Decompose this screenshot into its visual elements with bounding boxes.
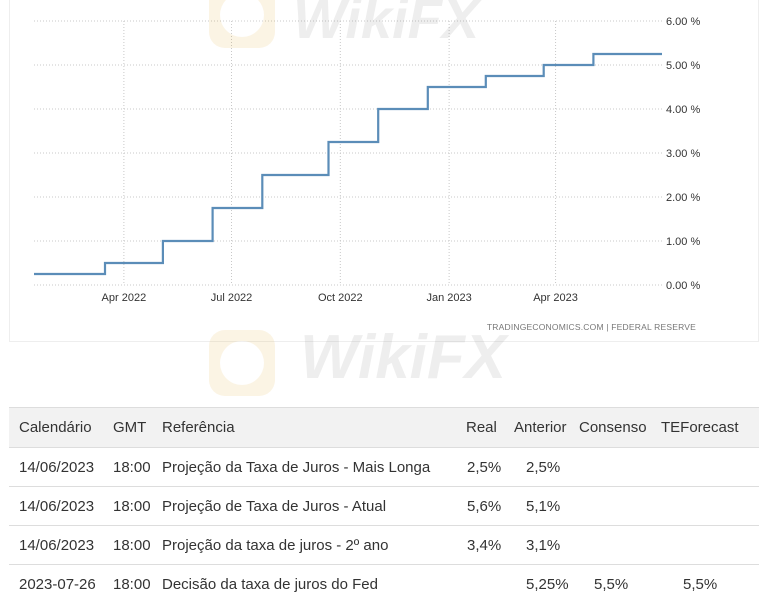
cell-date: 14/06/2023 [9, 447, 104, 487]
cell-date: 14/06/2023 [9, 525, 104, 565]
cell-time: 18:00 [104, 447, 157, 487]
cell-consensus [577, 486, 661, 526]
x-tick-label: Jan 2023 [426, 292, 471, 304]
x-tick-label: Oct 2022 [318, 292, 363, 304]
x-tick-label: Jul 2022 [211, 292, 253, 304]
cell-actual [459, 564, 509, 603]
x-tick-label: Apr 2023 [533, 292, 578, 304]
y-tick-label: 4.00 % [666, 104, 700, 116]
column-header-reference[interactable]: Referência [157, 407, 459, 448]
cell-actual: 3,4% [459, 525, 509, 565]
cell-previous: 2,5% [509, 447, 577, 487]
column-header-teforecast[interactable]: TEForecast [661, 407, 759, 448]
table-row: 14/06/2023 18:00 Projeção de Taxa de Jur… [9, 486, 759, 526]
cell-time: 18:00 [104, 564, 157, 603]
x-tick-label: Apr 2022 [102, 292, 147, 304]
interest-rate-chart: 6.00 % 5.00 % 4.00 % 3.00 % 2.00 % 1.00 % 0.00… [34, 16, 700, 332]
table-row: 2023-07-26 18:00 Decisão da taxa de juro… [9, 564, 759, 603]
cell-time: 18:00 [104, 525, 157, 565]
cell-date: 14/06/2023 [9, 486, 104, 526]
cell-reference[interactable]: Projeção da taxa de juros - 2º ano [157, 525, 459, 565]
cell-actual: 2,5% [459, 447, 509, 487]
cell-consensus [577, 525, 661, 565]
cell-date: 2023-07-26 [9, 564, 104, 603]
cell-teforecast [661, 525, 759, 565]
cell-previous: 3,1% [509, 525, 577, 565]
y-tick-label: 0.00 % [666, 280, 700, 292]
cell-consensus [577, 447, 661, 487]
y-tick-label: 1.00 % [666, 236, 700, 248]
y-tick-label: 6.00 % [666, 16, 700, 28]
cell-actual: 5,6% [459, 486, 509, 526]
economic-calendar-table: Calendário GMT Referência Real Anterior … [9, 407, 759, 603]
column-header-previous[interactable]: Anterior [509, 407, 577, 448]
y-tick-label: 5.00 % [666, 60, 700, 72]
cell-previous: 5,1% [509, 486, 577, 526]
cell-reference[interactable]: Projeção da Taxa de Juros - Mais Longa [157, 447, 459, 487]
cell-teforecast [661, 486, 759, 526]
cell-time: 18:00 [104, 486, 157, 526]
rate-series-line [34, 52, 662, 276]
column-header-actual[interactable]: Real [459, 407, 509, 448]
series-layer [34, 52, 662, 276]
chart-panel: 6.00 % 5.00 % 4.00 % 3.00 % 2.00 % 1.00 % 0.00… [9, 0, 759, 342]
table-row: 14/06/2023 18:00 Projeção da taxa de jur… [9, 525, 759, 565]
y-tick-label: 2.00 % [666, 192, 700, 204]
column-header-gmt[interactable]: GMT [104, 407, 157, 448]
y-tick-label: 3.00 % [666, 148, 700, 160]
cell-teforecast [661, 447, 759, 487]
chart-source-label: TRADINGECONOMICS.COM | FEDERAL RESERVE [487, 322, 696, 332]
cell-consensus: 5,5% [577, 564, 661, 603]
table-header-row: Calendário GMT Referência Real Anterior … [9, 407, 759, 448]
table-row: 14/06/2023 18:00 Projeção da Taxa de Jur… [9, 447, 759, 487]
cell-reference[interactable]: Projeção de Taxa de Juros - Atual [157, 486, 459, 526]
column-header-calendar[interactable]: Calendário [9, 407, 104, 448]
y-axis-ticks: 6.00 % 5.00 % 4.00 % 3.00 % 2.00 % 1.00 % 0.00… [666, 16, 700, 292]
grid-lines [34, 20, 662, 286]
cell-reference[interactable]: Decisão da taxa de juros do Fed [157, 564, 459, 603]
column-header-consensus[interactable]: Consenso [577, 407, 661, 448]
cell-previous: 5,25% [509, 564, 577, 603]
cell-teforecast: 5,5% [661, 564, 759, 603]
x-axis-ticks: Apr 2022 Jul 2022 Oct 2022 Jan 2023 Apr 2023 [102, 292, 578, 304]
